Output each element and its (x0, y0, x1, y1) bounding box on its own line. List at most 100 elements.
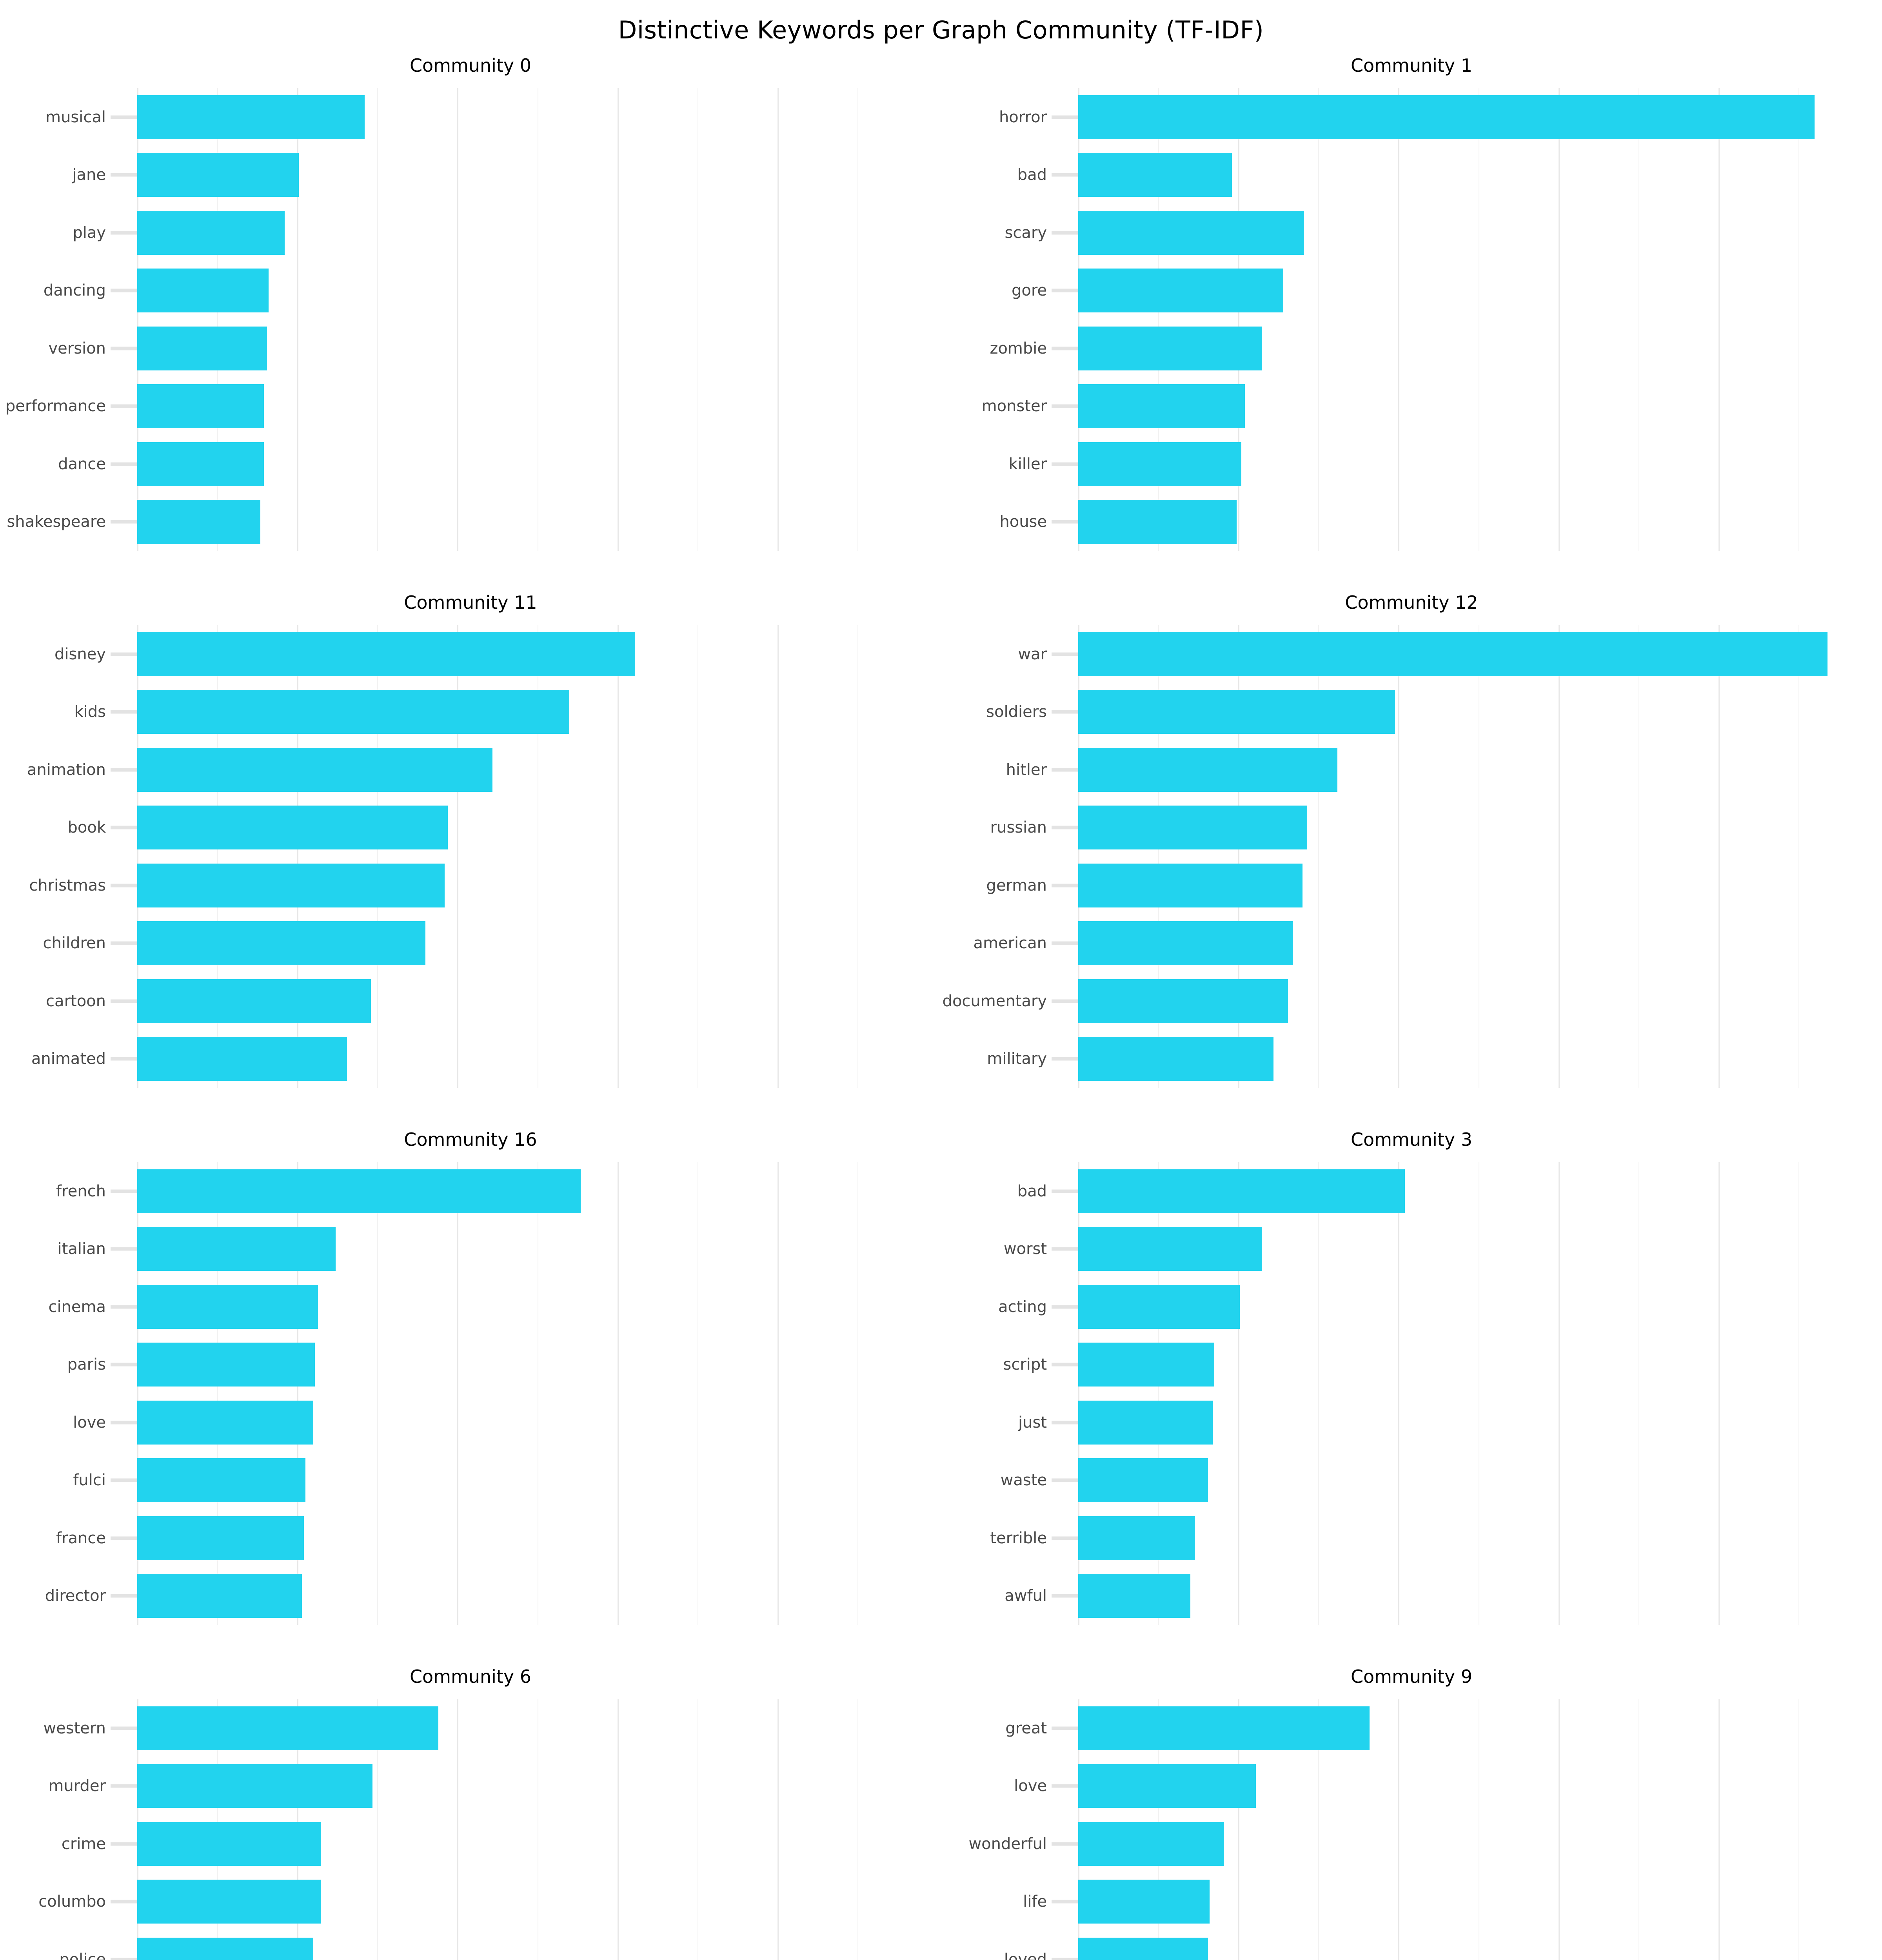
bar-row[interactable]: children (43, 915, 1882, 973)
bar[interactable] (137, 921, 425, 965)
bar[interactable] (137, 690, 570, 734)
bar-row[interactable]: wonderful (968, 1815, 1882, 1873)
bar[interactable] (1078, 1343, 1214, 1387)
bar-row[interactable]: terrible (990, 1509, 1882, 1567)
bar-row[interactable]: columbo (38, 1873, 1882, 1931)
bar-row[interactable]: cartoon (46, 972, 1882, 1030)
bar-row[interactable]: horror (999, 88, 1882, 146)
bar[interactable] (137, 1574, 302, 1618)
bar[interactable] (1078, 1169, 1405, 1213)
bar-row[interactable]: dance (58, 435, 1882, 493)
bar-row[interactable]: american (974, 915, 1882, 973)
bar[interactable] (137, 1706, 438, 1750)
bar[interactable] (137, 384, 264, 428)
bar[interactable] (137, 1400, 314, 1445)
bar-row[interactable]: animated (31, 1030, 1882, 1088)
bar-row[interactable]: script (1003, 1336, 1882, 1394)
bar[interactable] (137, 1937, 314, 1960)
bar[interactable] (1078, 1764, 1256, 1808)
bar-row[interactable]: french (56, 1162, 1882, 1220)
bar[interactable] (137, 326, 267, 370)
bar-row[interactable]: bad (1017, 146, 1882, 204)
bar[interactable] (137, 863, 445, 907)
bar[interactable] (1078, 1400, 1213, 1445)
bar-row[interactable]: gore (1012, 262, 1882, 320)
bar-row[interactable]: zombie (990, 319, 1882, 377)
bar[interactable] (137, 269, 269, 313)
bar-row[interactable]: book (68, 799, 1882, 857)
bar-row[interactable]: soldiers (986, 683, 1882, 741)
bar-row[interactable]: military (987, 1030, 1882, 1088)
bar-row[interactable]: german (986, 857, 1882, 915)
bar[interactable] (1078, 748, 1338, 792)
bar-row[interactable]: fulci (73, 1452, 1882, 1510)
bar[interactable] (137, 95, 365, 139)
bar-row[interactable]: christmas (29, 857, 1882, 915)
bar[interactable] (1078, 153, 1232, 197)
bar[interactable] (137, 1822, 322, 1866)
bar-row[interactable]: loved (1004, 1931, 1882, 1960)
bar-row[interactable]: waste (1001, 1452, 1882, 1510)
bar[interactable] (1078, 1574, 1190, 1618)
bar-row[interactable]: russian (990, 799, 1882, 857)
bar-row[interactable]: cinema (48, 1278, 1882, 1336)
bar[interactable] (137, 211, 285, 255)
bar-row[interactable]: dancing (44, 262, 1882, 320)
bar[interactable] (137, 442, 264, 486)
bar-row[interactable]: monster (982, 377, 1882, 436)
bar-row[interactable]: crime (62, 1815, 1882, 1873)
bar-row[interactable]: musical (45, 88, 1882, 146)
bar[interactable] (137, 1037, 347, 1081)
bar-row[interactable]: disney (54, 625, 1882, 683)
bar[interactable] (1078, 690, 1395, 734)
bar-row[interactable]: paris (67, 1336, 1882, 1394)
bar[interactable] (137, 1227, 336, 1271)
bar[interactable] (1078, 500, 1237, 544)
bar[interactable] (137, 1285, 318, 1329)
bar[interactable] (137, 500, 261, 544)
bar-row[interactable]: war (1018, 625, 1882, 683)
bar[interactable] (1078, 806, 1307, 850)
bar-row[interactable]: acting (998, 1278, 1882, 1336)
bar-row[interactable]: performance (5, 377, 1882, 436)
bar-row[interactable]: play (73, 204, 1882, 262)
bar[interactable] (137, 806, 448, 850)
bar[interactable] (1078, 384, 1245, 428)
bar-row[interactable]: great (1005, 1699, 1882, 1757)
bar-row[interactable]: just (1018, 1394, 1882, 1452)
bar[interactable] (1078, 211, 1304, 255)
bar[interactable] (1078, 1706, 1370, 1750)
bar[interactable] (1078, 921, 1293, 965)
bar-row[interactable]: awful (1005, 1567, 1882, 1625)
bar[interactable] (1078, 269, 1283, 313)
bar[interactable] (137, 1169, 581, 1213)
bar-row[interactable]: bad (1017, 1162, 1882, 1220)
bar[interactable] (1078, 326, 1263, 370)
bar-row[interactable]: animation (27, 741, 1882, 799)
bar[interactable] (1078, 95, 1815, 139)
bar[interactable] (1078, 442, 1242, 486)
bar-row[interactable]: italian (58, 1220, 1882, 1278)
bar[interactable] (137, 979, 371, 1023)
bar-row[interactable]: love (73, 1394, 1882, 1452)
bar[interactable] (137, 1880, 322, 1924)
bar[interactable] (1078, 1516, 1195, 1560)
bar-row[interactable]: worst (1004, 1220, 1882, 1278)
bar[interactable] (1078, 1285, 1240, 1329)
bar-row[interactable]: scary (1005, 204, 1882, 262)
bar-row[interactable]: life (1023, 1873, 1882, 1931)
bar-row[interactable]: police (59, 1931, 1882, 1960)
bar[interactable] (1078, 1937, 1208, 1960)
bar-row[interactable]: house (999, 493, 1882, 551)
bar[interactable] (137, 153, 299, 197)
bar-row[interactable]: kids (74, 683, 1882, 741)
bar[interactable] (1078, 1037, 1274, 1081)
bar-row[interactable]: love (1014, 1757, 1882, 1815)
bar[interactable] (1078, 1458, 1208, 1503)
bar[interactable] (1078, 1227, 1263, 1271)
bar-row[interactable]: france (56, 1509, 1882, 1567)
bar-row[interactable]: jane (72, 146, 1882, 204)
bar-row[interactable]: shakespeare (7, 493, 1882, 551)
bar[interactable] (1078, 632, 1828, 676)
bar[interactable] (137, 1764, 373, 1808)
